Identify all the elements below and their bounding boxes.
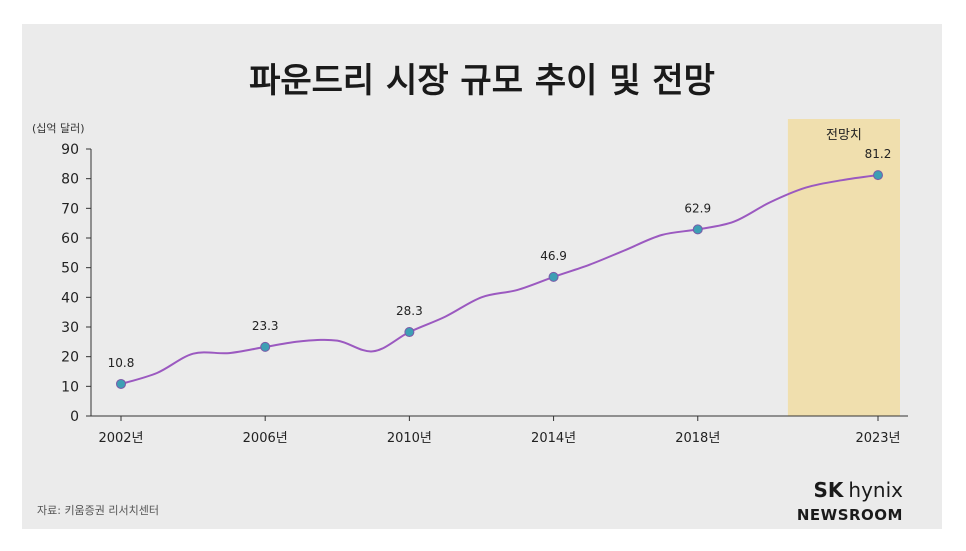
y-tick-label: 10 [61, 379, 79, 395]
y-tick-label: 0 [70, 409, 79, 425]
x-tick-label: 2010년 [387, 431, 432, 446]
y-tick-label: 40 [61, 290, 79, 306]
data-label: 28.3 [396, 304, 423, 318]
data-label: 10.8 [108, 356, 135, 370]
logo-newsroom: NEWSROOM [797, 506, 903, 524]
sk-hynix-logo: SK hynix NEWSROOM [797, 478, 903, 524]
data-points: 10.8 23.3 28.3 46.9 62.9 81.2 [108, 147, 892, 389]
data-point-marker [548, 271, 559, 282]
data-point-marker [404, 327, 415, 338]
x-tick-label: 2002년 [98, 431, 143, 446]
data-point-marker [116, 378, 126, 389]
y-tick-label: 30 [61, 320, 79, 336]
forecast-region: 전망치 [787, 119, 900, 416]
source-note: 자료: 키움증권 리서치센터 [37, 504, 159, 517]
y-tick-label: 20 [61, 350, 79, 366]
forecast-band [787, 119, 900, 416]
y-tick-label: 70 [61, 201, 79, 217]
data-point-marker [692, 224, 703, 235]
logo-sk: SK [814, 478, 845, 502]
data-point-marker [260, 341, 271, 352]
data-label: 62.9 [684, 201, 711, 215]
y-tick-label: 50 [61, 261, 79, 277]
y-tick-label: 60 [61, 231, 79, 247]
data-label: 46.9 [540, 249, 567, 263]
chart-title: 파운드리 시장 규모 추이 및 전망 [249, 61, 715, 101]
series-line [120, 174, 879, 385]
data-label: 23.3 [252, 319, 279, 333]
y-axis-unit-label: (십억 달러) [32, 122, 85, 135]
y-tick-label: 80 [61, 172, 79, 188]
y-tick-label: 90 [61, 142, 79, 158]
logo-hynix: hynix [848, 478, 903, 502]
series-line-group [120, 174, 879, 385]
forecast-label: 전망치 [826, 128, 862, 143]
x-tick-label: 2023년 [855, 431, 900, 446]
data-point-marker [873, 170, 883, 181]
x-tick-label: 2006년 [243, 431, 288, 446]
x-tick-label: 2014년 [531, 431, 576, 446]
data-label: 81.2 [865, 147, 892, 161]
x-tick-label: 2018년 [675, 431, 720, 446]
x-axis: 2002년 2006년 2010년 2014년 2018년 2023년 [91, 415, 908, 446]
y-axis: 0 10 20 30 40 50 60 70 80 90 [61, 142, 92, 425]
